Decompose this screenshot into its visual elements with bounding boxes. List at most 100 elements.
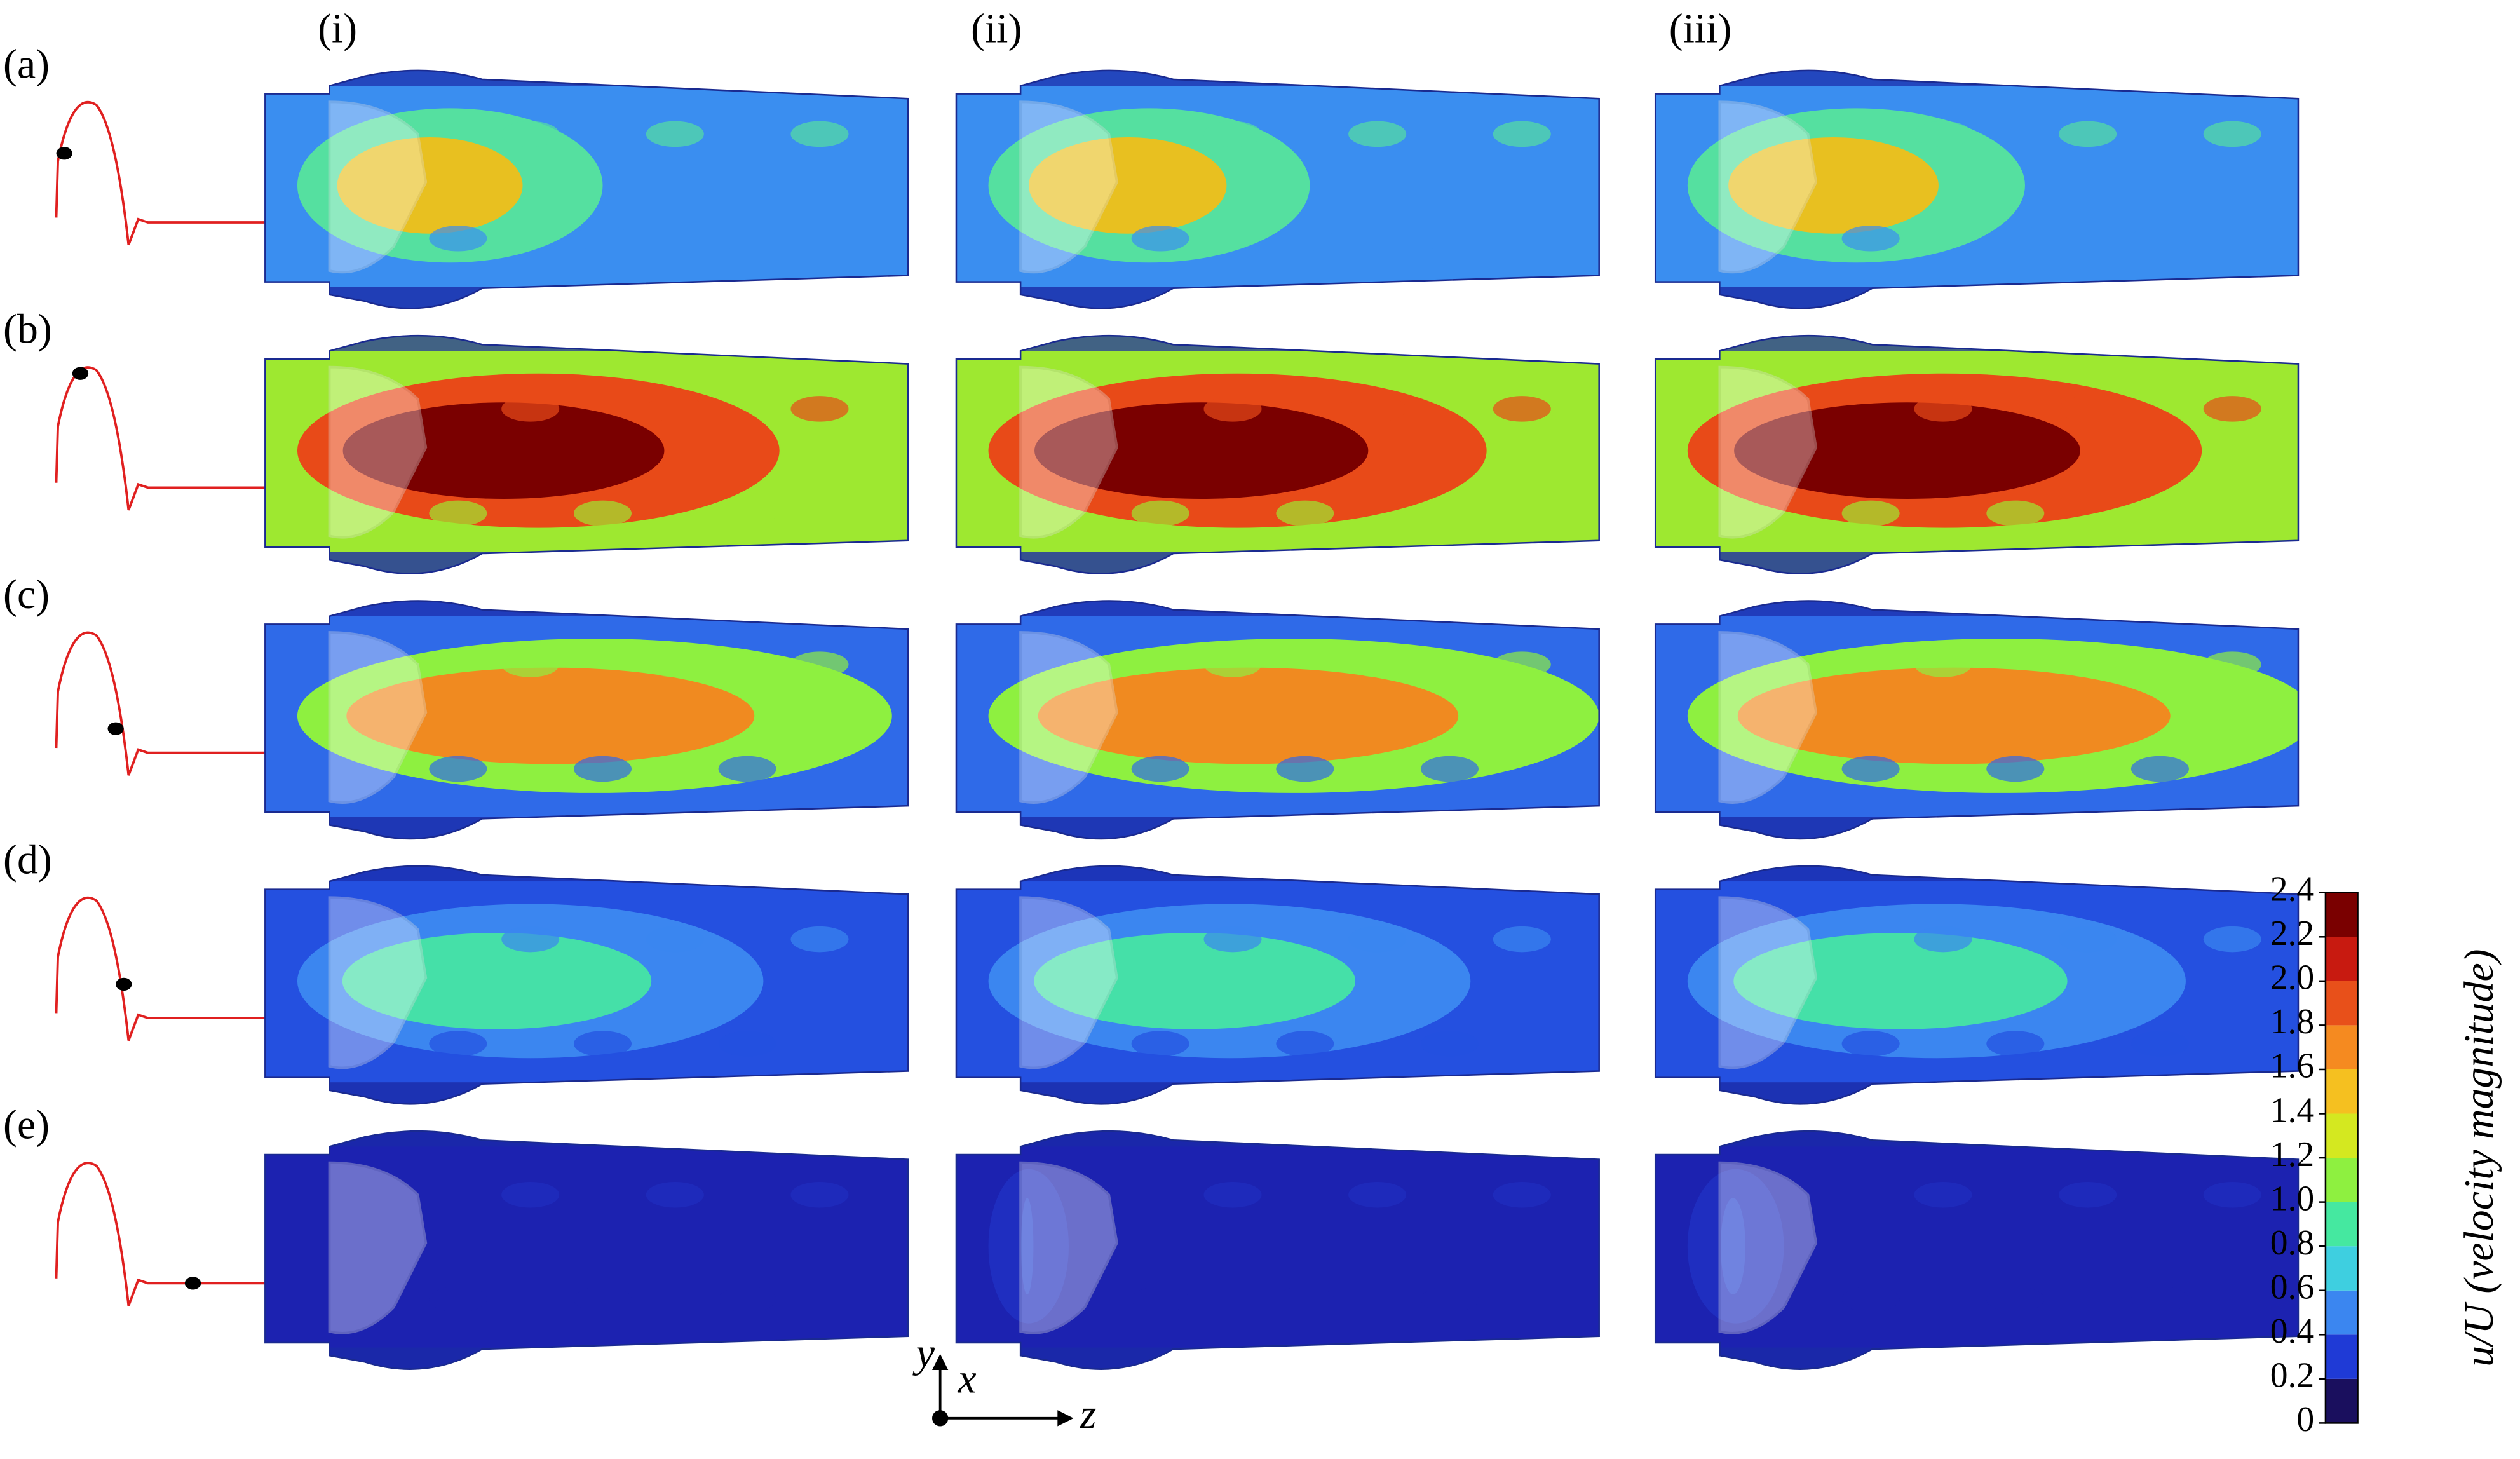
jet-core [1029, 137, 1227, 234]
wall-band [1655, 552, 2298, 574]
wall-band [956, 70, 1599, 86]
waveform [55, 366, 266, 511]
colorbar-tick-label: 1.6 [2270, 1047, 2315, 1086]
eddy [646, 1182, 704, 1208]
eddy [1203, 651, 1262, 677]
jet-core [1020, 1198, 1034, 1295]
eddy [1493, 651, 1551, 677]
eddy [718, 226, 776, 252]
eddy [2203, 651, 2261, 677]
jet-core [342, 932, 652, 1029]
eddy [1131, 1031, 1189, 1057]
pipe-outline [1654, 1130, 2300, 1370]
eddy [790, 1182, 849, 1208]
colorbar-band [2325, 1069, 2358, 1114]
eddy [429, 1286, 487, 1312]
flow-panel [1654, 334, 2300, 574]
pipe-outline [264, 69, 909, 309]
flow-panel [1654, 865, 2300, 1105]
eddy [429, 1031, 487, 1057]
eddy [1203, 926, 1262, 953]
eddy [573, 1031, 632, 1057]
leaflet [1718, 365, 1818, 539]
waveform-curve [55, 366, 266, 511]
eddy [501, 926, 560, 953]
colorbar-tick-label: 2.4 [2270, 869, 2315, 909]
eddy [790, 651, 849, 677]
colorbar-tick-label: 0.8 [2270, 1223, 2315, 1263]
jet-core [1734, 402, 2080, 499]
pipe-outline [264, 334, 909, 574]
eddy [501, 651, 560, 677]
colorbar-tick-label: 2.0 [2270, 958, 2315, 998]
pipe-outline [955, 865, 1600, 1105]
pipe-outline [1654, 865, 2300, 1105]
eddy [1841, 1031, 1900, 1057]
eddy [2059, 121, 2117, 147]
waveform-dot [107, 722, 124, 735]
colorbar-frame [2324, 892, 2359, 1424]
eddy [2203, 396, 2261, 422]
wall-band [265, 70, 909, 86]
eddy [2130, 1031, 2189, 1057]
flow-panel [1654, 1130, 2300, 1370]
jet-core [1034, 932, 1356, 1029]
wall-band [1655, 1347, 2298, 1369]
wall-band [956, 1082, 1599, 1104]
eddy [1493, 1182, 1551, 1208]
wall-band [1655, 865, 2298, 882]
pipe-outline [955, 334, 1600, 574]
colorbar-band [2325, 1158, 2358, 1202]
eddy [1493, 396, 1551, 422]
colorbar-band [2325, 937, 2358, 981]
colorbar-band [2325, 1202, 2358, 1247]
flow-panel [955, 69, 1600, 309]
wall-band [265, 1347, 909, 1369]
colorbar-band [2325, 1378, 2358, 1423]
wall-band [265, 552, 909, 574]
column-label: (iii) [1669, 6, 1732, 52]
waveform-curve [55, 1162, 266, 1306]
eddy [1493, 926, 1551, 953]
eddy [501, 121, 560, 147]
eddy [646, 396, 704, 422]
eddy [429, 500, 487, 527]
eddy [1914, 1182, 1972, 1208]
axis-label: y [912, 1330, 935, 1376]
pipe-outline [264, 865, 909, 1105]
eddy [790, 121, 849, 147]
leaflet [1019, 365, 1118, 539]
waveform-dot [116, 977, 132, 991]
flow-panel [955, 1130, 1600, 1370]
eddy [790, 926, 849, 953]
field [265, 865, 909, 1104]
wall-band [956, 1347, 1599, 1369]
eddy [1986, 1286, 2045, 1312]
eddy [1420, 226, 1479, 252]
eddy [1203, 121, 1262, 147]
eddy [1276, 226, 1334, 252]
eddy [1914, 651, 1972, 677]
wall-band [1655, 1131, 2298, 1147]
eddy [1203, 396, 1262, 422]
wall-band [265, 287, 909, 309]
pipe-outline [1654, 69, 2300, 309]
wall-band [1655, 287, 2298, 309]
flow-panel [264, 865, 909, 1105]
jet-core [1737, 667, 2171, 764]
eddy [1841, 1286, 1900, 1312]
eddy [1420, 500, 1479, 527]
eddy [1203, 1182, 1262, 1208]
waveform-curve [55, 896, 266, 1042]
flow-panel [955, 600, 1600, 840]
flow-panel [264, 69, 909, 309]
wall-band [1655, 336, 2298, 351]
pipe-outline [955, 1130, 1600, 1370]
eddy [2203, 926, 2261, 953]
wall-band [1655, 817, 2298, 839]
colorbar-tick-label: 1.4 [2270, 1090, 2315, 1130]
waveform-dot [184, 1277, 201, 1290]
colorbar-tick-label: 0.2 [2270, 1356, 2315, 1395]
pipe-outline [955, 600, 1600, 840]
flow-panel [1654, 600, 2300, 840]
